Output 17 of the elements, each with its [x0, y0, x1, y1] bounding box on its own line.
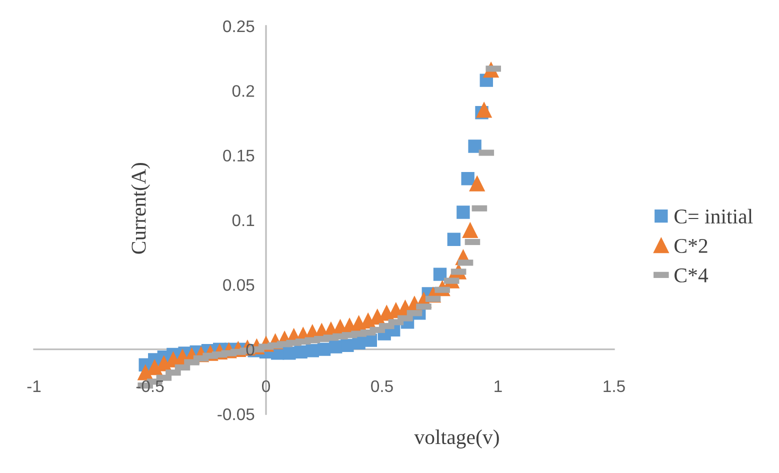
x-tick-label: 0	[262, 380, 270, 392]
y-axis-title: Current(A)	[131, 162, 150, 254]
legend-label: C= initial	[674, 208, 753, 224]
y-tick-label: 0.25	[223, 20, 254, 32]
legend-label: C*4	[674, 268, 708, 282]
x-tick-label: 1.5	[604, 380, 625, 392]
x-axis-title: voltage(v)	[414, 430, 499, 448]
y-tick-label: 0.1	[232, 214, 254, 226]
y-tick-label: -0.05	[218, 408, 254, 420]
legend-label: C*2	[674, 238, 708, 253]
y-tick-label: 0	[246, 344, 254, 356]
x-tick-label: 0.5	[371, 380, 393, 392]
x-tick-label: -1	[27, 380, 41, 392]
y-tick-label: 0.05	[223, 279, 254, 291]
y-tick-label: 0.15	[223, 150, 254, 162]
y-tick-label: 0.2	[232, 85, 254, 97]
x-tick-label: 1	[494, 380, 502, 392]
